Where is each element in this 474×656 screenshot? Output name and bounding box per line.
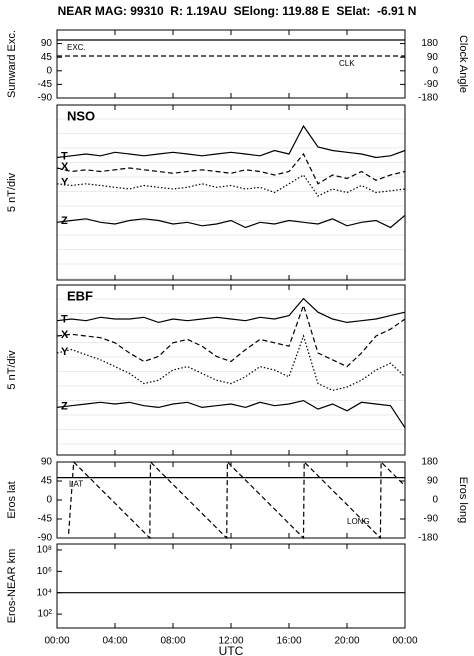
y-tick-label: -45 xyxy=(38,514,53,525)
series-line xyxy=(56,174,406,197)
y-tick-label: 90 xyxy=(41,457,53,468)
y-axis-label: Sunward Exc. xyxy=(6,30,18,98)
y-tick-label: 45 xyxy=(41,52,53,63)
series-label: LAT xyxy=(69,480,83,489)
series-label: X xyxy=(61,329,69,341)
series-label: CLK xyxy=(339,59,355,68)
x-tick-label: 12:00 xyxy=(218,636,243,647)
x-tick-label: 00:00 xyxy=(44,636,69,647)
y-tick-label: 10⁸ xyxy=(37,545,52,556)
y2-axis-label: Clock Angle xyxy=(457,35,469,93)
series-label: X xyxy=(61,161,69,173)
header-title: NEAR MAG: 99310 R: 1.19AU SElong: 119.88… xyxy=(58,4,417,18)
panel-label: NSO xyxy=(67,108,95,123)
series-line xyxy=(56,297,406,324)
x-tick-label: 04:00 xyxy=(102,636,127,647)
y-tick-label: -45 xyxy=(38,79,53,90)
y-tick-label: -90 xyxy=(38,93,53,104)
y-tick-label: 0 xyxy=(46,65,52,76)
series-line xyxy=(56,214,406,229)
y-tick-label: 90 xyxy=(41,38,53,49)
y-axis-label: Eros-NEAR km xyxy=(6,549,18,624)
series-label: Y xyxy=(61,177,69,189)
y-axis-label: Eros lat xyxy=(6,481,18,518)
x-tick-label: 08:00 xyxy=(160,636,185,647)
y2-tick-label: 180 xyxy=(421,38,438,49)
series-line xyxy=(56,303,406,368)
y2-tick-label: -90 xyxy=(424,79,439,90)
y-axis-label: 5 nT/div xyxy=(6,350,18,390)
y2-tick-label: -180 xyxy=(418,93,438,104)
series-line xyxy=(68,460,406,540)
y2-axis-label: Eros long xyxy=(457,477,469,523)
series-label: Z xyxy=(61,400,68,412)
y2-tick-label: 0 xyxy=(432,65,438,76)
series-label: LONG xyxy=(347,517,370,526)
y2-tick-label: -90 xyxy=(424,514,439,525)
series-label: Y xyxy=(61,346,69,358)
y-tick-label: 10⁴ xyxy=(37,587,52,598)
y-tick-label: 0 xyxy=(46,495,52,506)
series-line xyxy=(56,334,406,392)
x-tick-label: 16:00 xyxy=(276,636,301,647)
y2-tick-label: 0 xyxy=(432,495,438,506)
y2-tick-label: 90 xyxy=(427,52,439,63)
x-tick-label: 00:00 xyxy=(392,636,417,647)
y-axis-label: 5 nT/div xyxy=(6,172,18,212)
series-label: EXC. xyxy=(67,43,86,52)
series-label: T xyxy=(61,314,68,326)
panel-label: EBF xyxy=(67,288,93,303)
series-label: Z xyxy=(61,215,68,227)
series-label: T xyxy=(61,150,68,162)
y-tick-label: 45 xyxy=(41,476,53,487)
y-tick-label: 10⁶ xyxy=(37,566,52,577)
series-line xyxy=(56,152,406,185)
series-line xyxy=(56,124,406,159)
x-axis-label: UTC xyxy=(219,644,244,656)
x-tick-label: 20:00 xyxy=(334,636,359,647)
series-line xyxy=(56,399,406,429)
y2-tick-label: -180 xyxy=(418,533,438,544)
y2-tick-label: 90 xyxy=(427,476,439,487)
y-tick-label: -90 xyxy=(38,533,53,544)
y2-tick-label: 180 xyxy=(421,457,438,468)
y-tick-label: 10² xyxy=(38,609,53,620)
